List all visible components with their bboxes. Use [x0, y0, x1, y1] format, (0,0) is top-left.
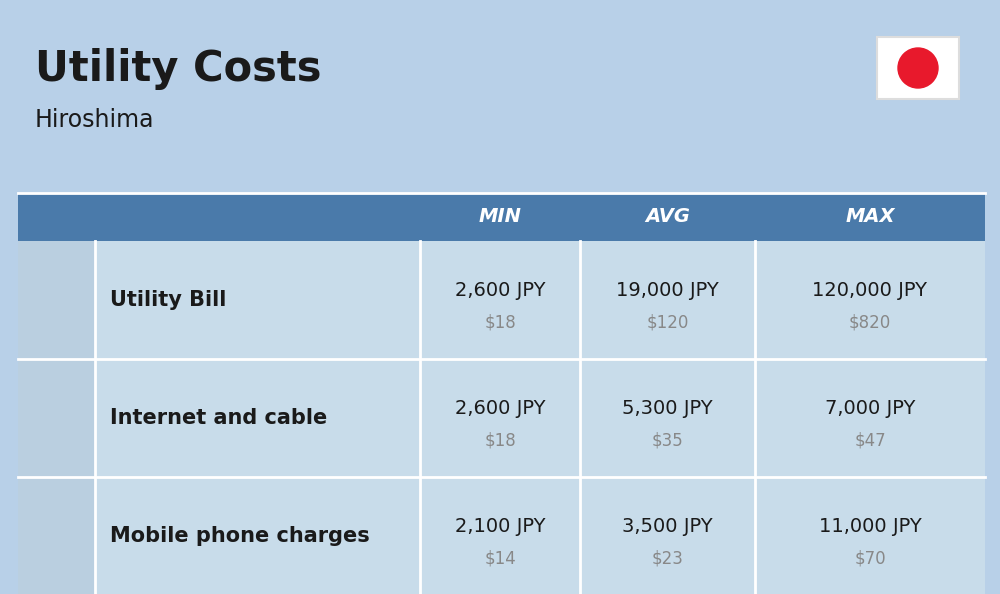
Text: $14: $14	[484, 549, 516, 567]
FancyBboxPatch shape	[877, 37, 959, 99]
Text: 11,000 JPY: 11,000 JPY	[819, 517, 921, 536]
Bar	[18, 477, 985, 594]
Text: $820: $820	[849, 313, 891, 331]
Bar	[18, 241, 985, 359]
Text: 2,100 JPY: 2,100 JPY	[455, 517, 545, 536]
Text: $47: $47	[854, 431, 886, 449]
Bar	[18, 193, 985, 241]
Text: $35: $35	[652, 431, 683, 449]
Text: $70: $70	[854, 549, 886, 567]
Text: 2,600 JPY: 2,600 JPY	[455, 399, 545, 418]
Bar	[18, 359, 985, 477]
Text: AVG: AVG	[645, 207, 690, 226]
Text: MAX: MAX	[845, 207, 895, 226]
Circle shape	[898, 48, 938, 88]
Text: MIN: MIN	[479, 207, 522, 226]
Text: Utility Costs: Utility Costs	[35, 48, 322, 90]
Text: $120: $120	[646, 313, 689, 331]
Text: $18: $18	[484, 313, 516, 331]
Text: 5,300 JPY: 5,300 JPY	[622, 399, 713, 418]
Text: $23: $23	[652, 549, 683, 567]
Text: 3,500 JPY: 3,500 JPY	[622, 517, 713, 536]
Text: 2,600 JPY: 2,600 JPY	[455, 280, 545, 299]
Text: Utility Bill: Utility Bill	[110, 290, 226, 310]
Text: $18: $18	[484, 431, 516, 449]
Bar	[18, 477, 95, 594]
Bar	[18, 241, 95, 359]
Bar	[18, 359, 95, 477]
Text: 120,000 JPY: 120,000 JPY	[812, 280, 928, 299]
Text: Hiroshima: Hiroshima	[35, 108, 154, 132]
Text: Mobile phone charges: Mobile phone charges	[110, 526, 370, 546]
Text: Internet and cable: Internet and cable	[110, 408, 327, 428]
Text: 7,000 JPY: 7,000 JPY	[825, 399, 915, 418]
Text: 19,000 JPY: 19,000 JPY	[616, 280, 719, 299]
